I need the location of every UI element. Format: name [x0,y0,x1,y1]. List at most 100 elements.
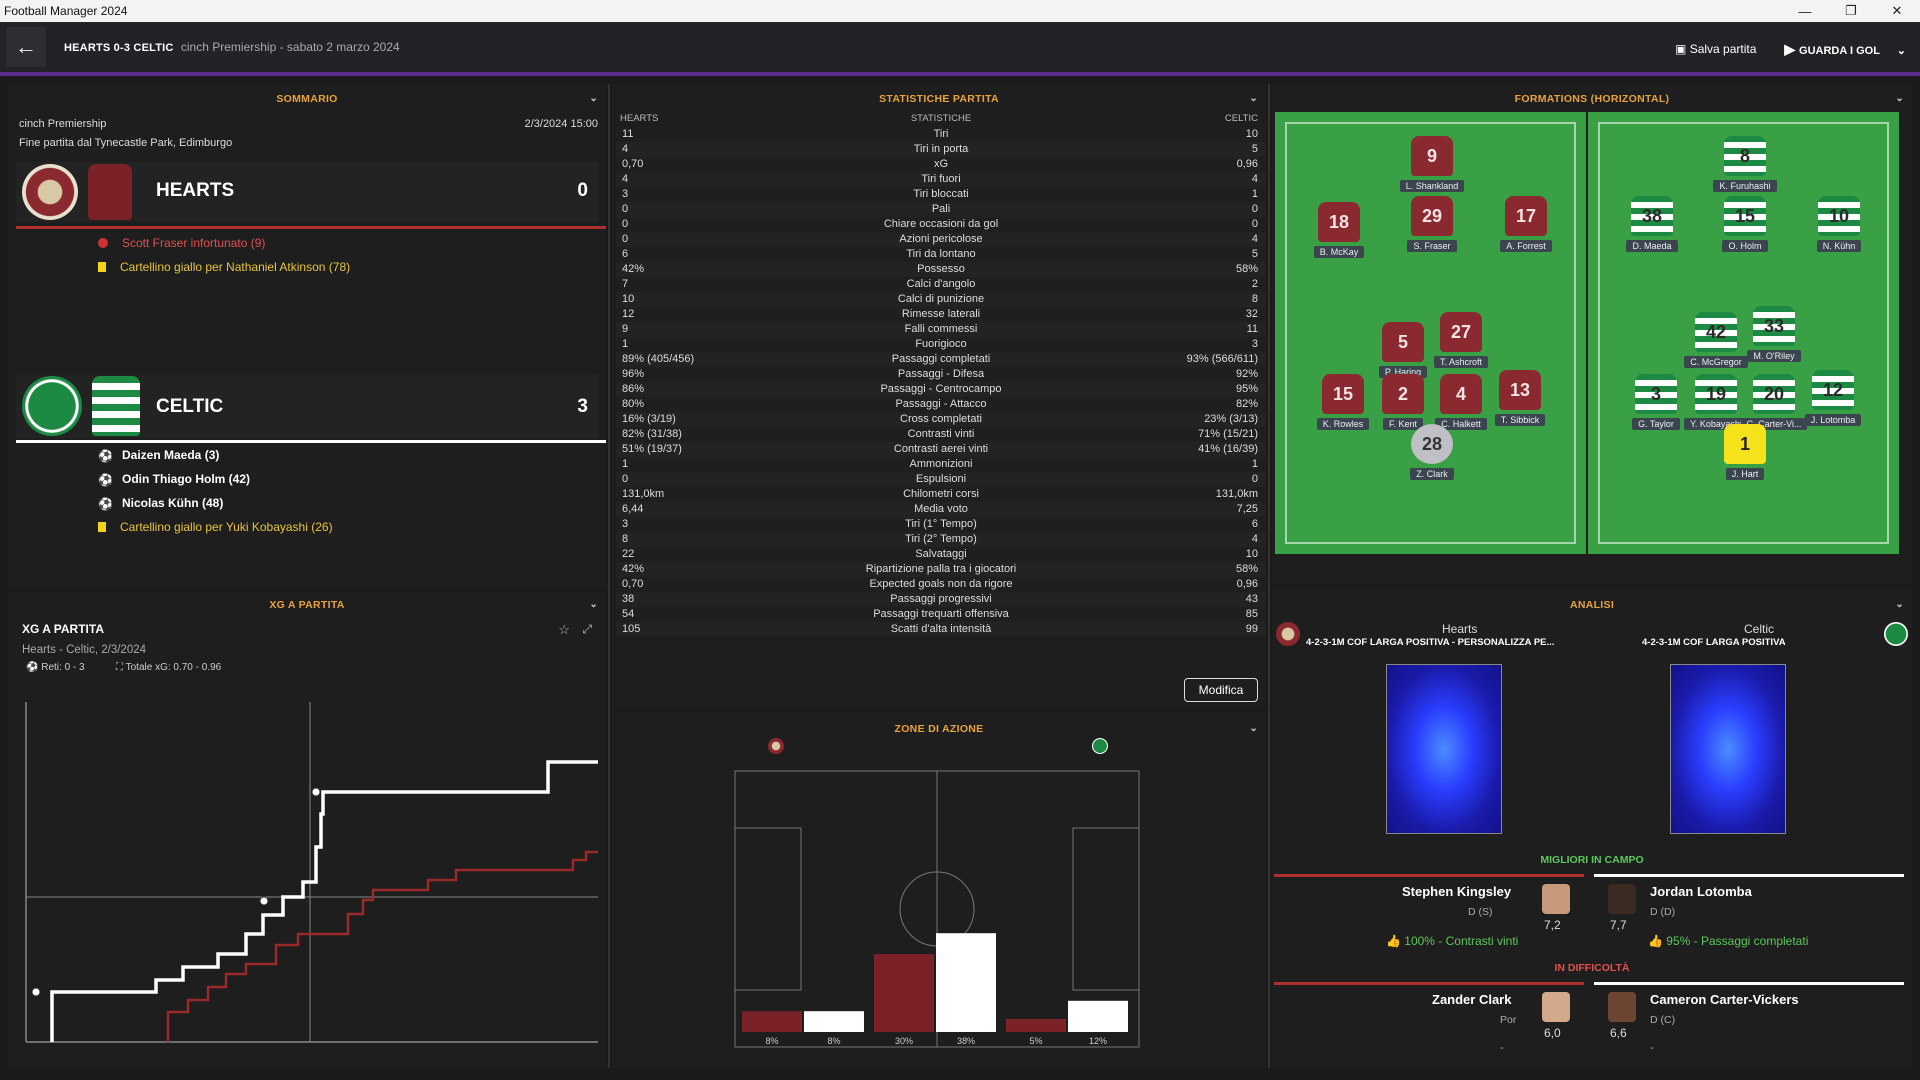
match-header: ← HEARTS 0-3 CELTIC cinch Premiership - … [0,22,1920,76]
chevron-down-icon[interactable]: ⌄ [1895,599,1904,610]
analysis-heading-text: ANALISI [1569,599,1615,611]
away-value: 93% (566/611) [1186,353,1258,365]
player-photo [1608,884,1636,914]
stat-label: Falli commessi [904,323,978,335]
home-formation-link[interactable]: 4-2-3-1M COF LARGA POSITIVA - PERSONALIZ… [1306,637,1555,648]
player-marker[interactable]: 15 O. Holm [1705,196,1785,254]
best-home-stat: 👍 100% - Contrasti vinti [1386,934,1518,948]
stat-row: 3 Tiri bloccati 1 [616,187,1266,202]
player-marker[interactable]: 38 D. Maeda [1612,196,1692,254]
home-value: 80% [622,398,645,410]
away-zone-pct: 12% [1089,1036,1107,1046]
stats-header-row: HEARTS STATISTICHE CELTIC [616,113,1266,127]
watch-goals-button[interactable]: ▶ GUARDA I GOL ⌄ [1784,41,1906,58]
player-marker[interactable]: 3 G. Taylor [1616,374,1696,432]
player-marker[interactable]: 27 T. Ashcroft [1421,312,1501,370]
away-value: 7,25 [1236,503,1258,515]
player-marker[interactable]: 9 L. Shankland [1392,136,1472,194]
player-marker[interactable]: 2 F. Kent [1363,374,1443,432]
chevron-down-icon[interactable]: ⌄ [1249,723,1258,734]
player-marker[interactable]: 5 P. Haring [1363,322,1443,380]
away-color-bar [16,440,606,443]
minimize-button[interactable]: — [1798,3,1812,19]
expand-icon[interactable]: ⤢ [582,622,592,636]
home-value: 22 [622,548,635,560]
save-match-button[interactable]: ▣ Salva partita [1675,42,1756,56]
player-marker[interactable]: 15 K. Rowles [1303,374,1383,432]
edit-button[interactable]: Modifica [1184,678,1258,702]
best-away-pos: D (D) [1650,906,1676,918]
home-value: 0,70 [622,158,644,170]
chevron-down-icon[interactable]: ⌄ [589,599,598,610]
away-zone-pct: 8% [827,1036,840,1046]
stat-label: Possesso [917,263,965,275]
away-bar [1594,982,1904,985]
player-name: K. Rowles [1316,418,1370,430]
away-value: 1 [1251,458,1258,470]
player-marker[interactable]: 17 A. Forrest [1486,196,1566,254]
player-marker[interactable]: 10 N. Kühn [1799,196,1879,254]
away-event-goal-3: ⚽ Nicolas Kühn (48) [98,496,224,511]
player-marker[interactable]: 12 J. Lotomba [1793,370,1873,428]
back-button[interactable]: ← [6,27,46,67]
best-away-player[interactable]: Jordan Lotomba [1650,884,1752,899]
player-marker[interactable]: 4 C. Halkett [1421,374,1501,432]
restore-button[interactable]: ❐ [1845,3,1857,18]
stats-heading-text: STATISTICHE PARTITA [879,93,999,105]
celtic-pitch: 8 K. Furuhashi 38 D. Maeda 15 O. Holm 10 N. Küh… [1588,112,1899,554]
player-marker[interactable]: 13 T. Sibbick [1480,370,1560,428]
formations-panel: FORMATIONS (HORIZONTAL) ⌄ 9 L. Shankland 1… [1272,84,1912,584]
best-home-rating: 7,2 [1544,918,1561,932]
player-marker[interactable]: 8 K. Furuhashi [1705,136,1785,194]
away-formation-link[interactable]: 4-2-3-1M COF LARGA POSITIVA [1642,637,1786,648]
home-team-name: HEARTS [156,180,235,201]
star-icon[interactable]: ☆ [558,622,570,637]
home-value: 8 [622,533,629,545]
worst-heading: IN DIFFICOLTÀ [1554,962,1630,974]
stat-label: Chilometri corsi [903,488,979,500]
event-text: Nicolas Kühn (48) [122,496,224,510]
player-marker[interactable]: 20 C. Carter-Vi... [1734,374,1814,432]
shirt-number: 5 [1382,322,1424,362]
player-marker[interactable]: 28 Z. Clark [1392,424,1472,482]
pitch-lines [1285,122,1576,544]
close-button[interactable]: ✕ [1891,3,1903,18]
stat-label: xG [933,158,949,170]
worst-home-player[interactable]: Zander Clark [1432,992,1512,1007]
player-name: C. Halkett [1435,418,1487,430]
away-event-goal-1: ⚽ Daizen Maeda (3) [98,448,220,463]
home-team-row: HEARTS 0 [16,162,598,222]
chevron-down-icon[interactable]: ⌄ [1249,93,1258,104]
away-team-name: CELTIC [156,396,224,417]
stat-label: Cross completati [900,413,982,425]
stat-row: 1 Fuorigioco 3 [616,337,1266,352]
player-name: G. Taylor [1632,418,1680,430]
player-marker[interactable]: 1 J. Hart [1705,424,1785,482]
home-value: 131,0km [622,488,665,500]
player-marker[interactable]: 33 M. O'Riley [1734,306,1814,364]
worst-away-player[interactable]: Cameron Carter-Vickers [1650,992,1799,1007]
stat-row: 7 Calci d'angolo 2 [616,277,1266,292]
away-value: 92% [1235,368,1258,380]
home-zone-pct: 8% [765,1036,778,1046]
stat-text: 100% - Contrasti vinti [1404,934,1519,948]
stat-label: Tiri da lontano [906,248,976,260]
best-home-player[interactable]: Stephen Kingsley [1402,884,1512,899]
summary-heading-text: SOMMARIO [276,93,338,105]
chevron-down-icon[interactable]: ⌄ [1895,93,1904,104]
chevron-down-icon[interactable]: ⌄ [589,93,598,104]
home-value: 96% [622,368,645,380]
player-marker[interactable]: 29 S. Fraser [1392,196,1472,254]
zones-pitch: 8% 8% 30% 38% 5% 12% [734,770,1140,1048]
injury-icon [98,238,108,248]
away-value: 0 [1251,218,1258,230]
away-value: 4 [1251,533,1258,545]
stat-text: 95% - Passaggi completati [1666,934,1809,948]
stat-label: Passaggi trequarti offensiva [873,608,1009,620]
stat-label: Passaggi - Centrocampo [880,383,1002,395]
event-text: Daizen Maeda (3) [122,448,220,462]
away-value: 10 [1245,128,1258,140]
stat-label: Tiri fuori [921,173,961,185]
player-marker[interactable]: 42 C. McGregor [1676,312,1756,370]
player-marker[interactable]: 18 B. McKay [1299,202,1379,260]
